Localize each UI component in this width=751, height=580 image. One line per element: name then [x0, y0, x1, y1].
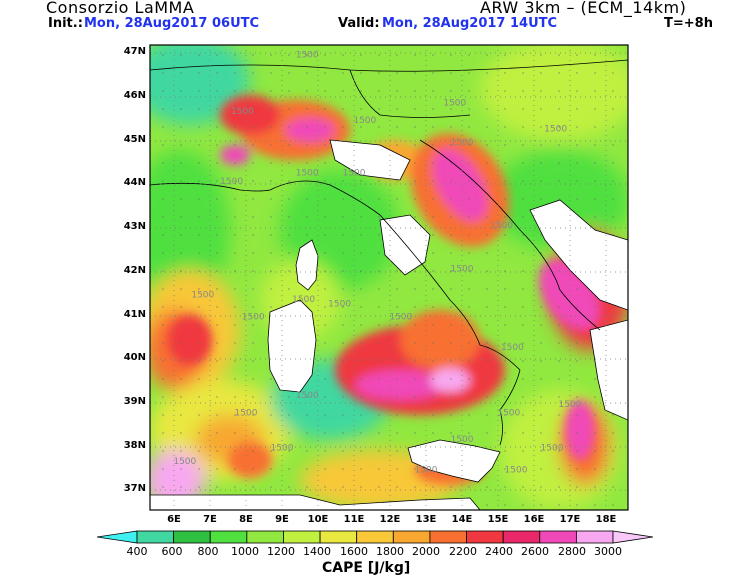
- contour-label: 1500: [191, 291, 214, 301]
- colorbar-level: 800: [197, 545, 219, 558]
- colorbar: [96, 530, 654, 544]
- lon-label: 7E: [203, 514, 217, 525]
- colorbar-segment: [392, 530, 431, 544]
- lat-label: 44N: [123, 177, 146, 188]
- lat-label: 46N: [123, 90, 146, 101]
- contour-label: 1500: [271, 444, 294, 454]
- lat-label: 42N: [123, 265, 146, 276]
- contour-label: 1500: [296, 168, 319, 178]
- lon-label: 12E: [379, 514, 401, 525]
- contour-label: 1500: [220, 177, 243, 187]
- contour-label: 1500: [296, 391, 319, 401]
- lon-label: 13E: [415, 514, 437, 525]
- org-title: Consorzio LaMMA: [46, 0, 195, 17]
- contour-label: 1500: [490, 221, 513, 231]
- lon-label: 15E: [487, 514, 509, 525]
- valid-value: Mon, 28Aug2017 14UTC: [382, 16, 558, 31]
- colorbar-level: 2200: [449, 545, 477, 558]
- contour-label: 1500: [173, 457, 196, 467]
- colorbar-level: 3000: [594, 545, 622, 558]
- colorbar-level: 1600: [340, 545, 368, 558]
- lat-label: 38N: [123, 440, 146, 451]
- contour-label: 1500: [501, 343, 524, 353]
- contour-label: 1500: [451, 435, 474, 445]
- lon-label: 8E: [239, 514, 253, 525]
- land-outlines: [150, 139, 628, 510]
- contour-label: 1500: [451, 138, 474, 148]
- contour-label: 1500: [235, 409, 258, 419]
- coastlines: [150, 59, 628, 446]
- colorbar-level: 600: [161, 545, 183, 558]
- contour-label: 1500: [328, 299, 351, 309]
- lat-label: 41N: [123, 309, 146, 320]
- init-value: Mon, 28Aug2017 06UTC: [84, 16, 260, 31]
- colorbar-segment: [356, 530, 394, 544]
- colorbar-level: 1400: [303, 545, 331, 558]
- contour-labels: 1500 1500 1500 1500 1500 1500 1500 1500 1500 1500…: [173, 50, 581, 475]
- colorbar-segment: [575, 530, 614, 544]
- contour-label: 1500: [544, 125, 567, 135]
- map-frame: [149, 44, 629, 511]
- colorbar-level: 400: [126, 545, 148, 558]
- lon-label: 10E: [307, 514, 329, 525]
- colorbar-segment: [209, 530, 248, 544]
- colorbar-level: 1200: [267, 545, 295, 558]
- lon-label: 14E: [451, 514, 473, 525]
- colorbar-level: 2800: [558, 545, 586, 558]
- contour-label: 1500: [242, 313, 265, 323]
- colorbar-max-arrow: [612, 530, 654, 544]
- cape-field: [150, 45, 628, 510]
- lon-label: 11E: [343, 514, 365, 525]
- lat-label: 40N: [123, 352, 146, 363]
- contour-label: 1500: [353, 116, 376, 126]
- model-title: ARW 3km – (ECM_14km): [480, 0, 687, 17]
- contour-label: 1500: [231, 107, 254, 117]
- contour-label: 1500: [296, 50, 319, 60]
- colorbar-segment: [539, 530, 577, 544]
- colorbar-segment: [319, 530, 358, 544]
- colorbar-segment: [246, 530, 284, 544]
- contour-label: 1500: [451, 265, 474, 275]
- contour-label: 1500: [389, 313, 412, 323]
- contour-label: 1500: [541, 444, 564, 454]
- contour-label: 1500: [292, 295, 315, 305]
- lon-label: 6E: [167, 514, 181, 525]
- colorbar-level: 1000: [231, 545, 259, 558]
- colorbar-segment: [136, 530, 175, 544]
- lat-label: 45N: [123, 134, 146, 145]
- colorbar-segment: [283, 530, 321, 544]
- contour-label: 1500: [559, 400, 582, 410]
- lat-label: 43N: [123, 221, 146, 232]
- colorbar-level: 2400: [485, 545, 513, 558]
- lead-time: T=+8h: [664, 16, 713, 31]
- valid-label: Valid:: [338, 16, 380, 31]
- lon-label: 9E: [275, 514, 289, 525]
- colorbar-level: 2000: [412, 545, 440, 558]
- colorbar-min-arrow: [96, 530, 138, 544]
- contour-label: 1500: [343, 168, 366, 178]
- lon-label: 17E: [559, 514, 581, 525]
- contour-label: 1500: [497, 409, 520, 419]
- lat-label: 47N: [123, 46, 146, 57]
- colorbar-segment: [466, 530, 504, 544]
- colorbar-title: CAPE [J/kg]: [322, 560, 411, 576]
- contour-label: 1500: [415, 466, 438, 476]
- colorbar-level: 2600: [521, 545, 549, 558]
- colorbar-segment: [502, 530, 541, 544]
- contour-label: 1500: [443, 98, 466, 108]
- lon-label: 18E: [595, 514, 617, 525]
- colorbar-segment: [429, 530, 467, 544]
- lat-label: 37N: [123, 483, 146, 494]
- contour-label: 1500: [505, 466, 528, 476]
- init-label: Init.:: [48, 16, 83, 31]
- colorbar-level: 1800: [376, 545, 404, 558]
- lon-label: 16E: [523, 514, 545, 525]
- lat-label: 39N: [123, 396, 146, 407]
- colorbar-segment: [173, 530, 211, 544]
